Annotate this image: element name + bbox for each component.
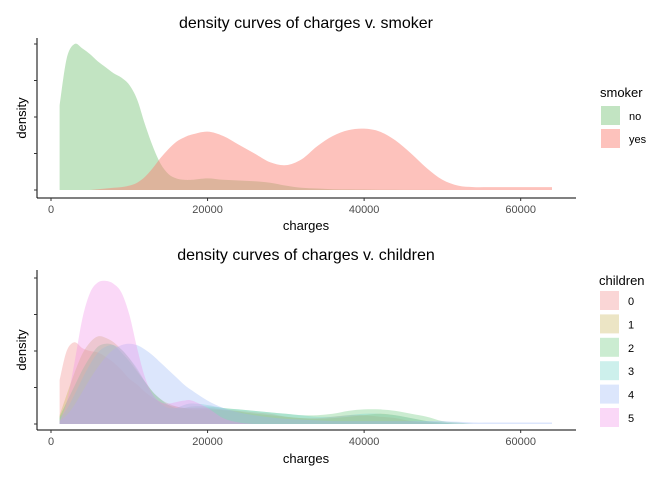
- chart-title: density curves of charges v. smoker: [179, 15, 434, 32]
- panel-smoker: density curves of charges v. smoker dens…: [14, 15, 647, 233]
- legend-swatch-5: [600, 408, 619, 427]
- legend-label-0: 0: [628, 296, 634, 308]
- legend-label-5: 5: [628, 413, 634, 425]
- legend-label-1: 1: [628, 319, 634, 331]
- legend-swatch-no: [601, 106, 620, 125]
- x-tick-label: 0: [48, 204, 54, 216]
- density-areas: [59, 280, 553, 424]
- x-tick-label: 60000: [505, 436, 536, 448]
- legend-label-3: 3: [628, 366, 634, 378]
- x-axis-label: charges: [283, 451, 330, 466]
- density-area-3: [59, 345, 553, 424]
- density-area-2: [59, 343, 553, 424]
- density-area-1: [59, 336, 553, 424]
- legend-label-2: 2: [628, 343, 634, 355]
- legend-label-yes: yes: [629, 134, 647, 146]
- legend: no yes: [601, 106, 647, 148]
- y-axis-label: density: [14, 97, 29, 139]
- axes: 0 20000 40000 60000: [34, 270, 576, 448]
- x-tick-label: 20000: [192, 436, 223, 448]
- density-areas: [59, 43, 553, 190]
- density-area-no: [59, 43, 553, 190]
- legend-swatch-yes: [601, 129, 620, 148]
- legend-swatch-4: [600, 384, 619, 404]
- legend-label-4: 4: [628, 390, 634, 402]
- x-tick-label: 40000: [349, 204, 380, 216]
- y-axis-label: density: [14, 329, 29, 371]
- legend-swatch-0: [600, 291, 619, 310]
- legend-label-no: no: [629, 111, 641, 123]
- chart-title: density curves of charges v. children: [177, 247, 435, 264]
- density-area-0: [59, 342, 553, 424]
- density-area-4: [59, 343, 553, 424]
- x-tick-label: 20000: [192, 204, 223, 216]
- legend-swatch-2: [600, 337, 619, 357]
- x-tick-label: 40000: [349, 436, 380, 448]
- density-area-5: [59, 280, 553, 424]
- axes: 0 20000 40000 60000: [34, 38, 576, 216]
- legend-title: smoker: [600, 85, 643, 100]
- legend-swatch-1: [600, 314, 619, 334]
- x-tick-label: 60000: [505, 204, 536, 216]
- density-area-yes: [59, 128, 553, 190]
- legend-title: children: [599, 273, 645, 288]
- panel-children: density curves of charges v. children de…: [14, 247, 645, 466]
- legend: 0 1 2 3 4 5: [600, 291, 634, 427]
- legend-swatch-3: [600, 361, 619, 381]
- x-tick-label: 0: [48, 436, 54, 448]
- x-axis-label: charges: [283, 218, 330, 233]
